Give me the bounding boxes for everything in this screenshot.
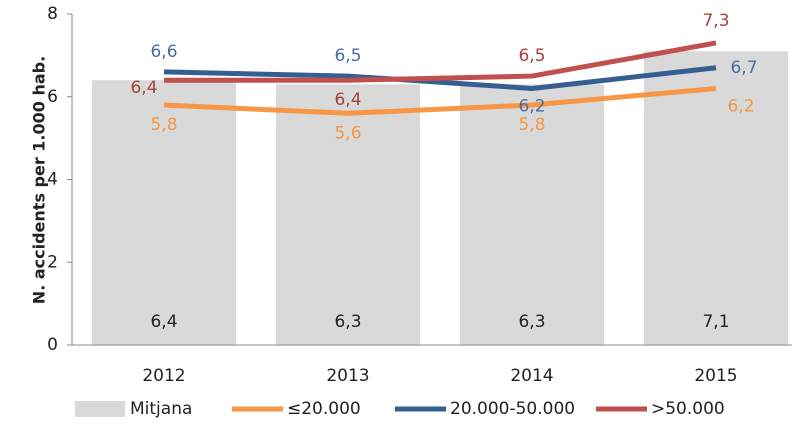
x-tick-label: 2013 [326,366,369,386]
line-label: 6,2 [727,96,754,116]
line-label: 6,7 [730,58,757,78]
line-label: 6,5 [334,46,361,66]
x-tick-label: 2015 [694,366,737,386]
line-label: 6,4 [130,78,157,98]
line-label: 6,6 [150,42,177,62]
y-tick-label: 0 [47,335,58,355]
bar-label: 7,1 [702,312,729,332]
line-series [164,40,717,83]
line-label: 6,5 [518,46,545,66]
line-label: 7,3 [702,11,729,31]
legend-label: >50.000 [651,399,725,419]
bar [460,84,604,346]
bar-label: 6,3 [334,312,361,332]
y-tick-label: 6 [47,87,58,107]
line-label: 5,8 [150,115,177,135]
x-tick-label: 2014 [510,366,553,386]
line-label: 5,8 [518,115,545,135]
legend-label: 20.000-50.000 [450,399,575,419]
line-label: 6,4 [334,90,361,110]
legend-swatch [75,401,125,417]
line-label: 6,2 [518,96,545,116]
bar [644,51,788,346]
bar [92,80,236,345]
line-series [163,65,717,91]
legend-label: ≤20.000 [287,399,361,419]
y-tick-label: 2 [47,252,58,272]
bar-label: 6,3 [518,312,545,332]
y-tick-label: 4 [47,170,58,190]
line-label: 5,6 [334,123,361,143]
line-series [163,85,717,116]
legend-label: Mitjana [130,399,192,419]
bar-label: 6,4 [150,312,177,332]
bar [276,84,420,346]
x-tick-label: 2012 [142,366,185,386]
y-tick-label: 8 [47,4,58,24]
y-axis-label: N. accidents per 1.000 hab. [30,56,49,304]
